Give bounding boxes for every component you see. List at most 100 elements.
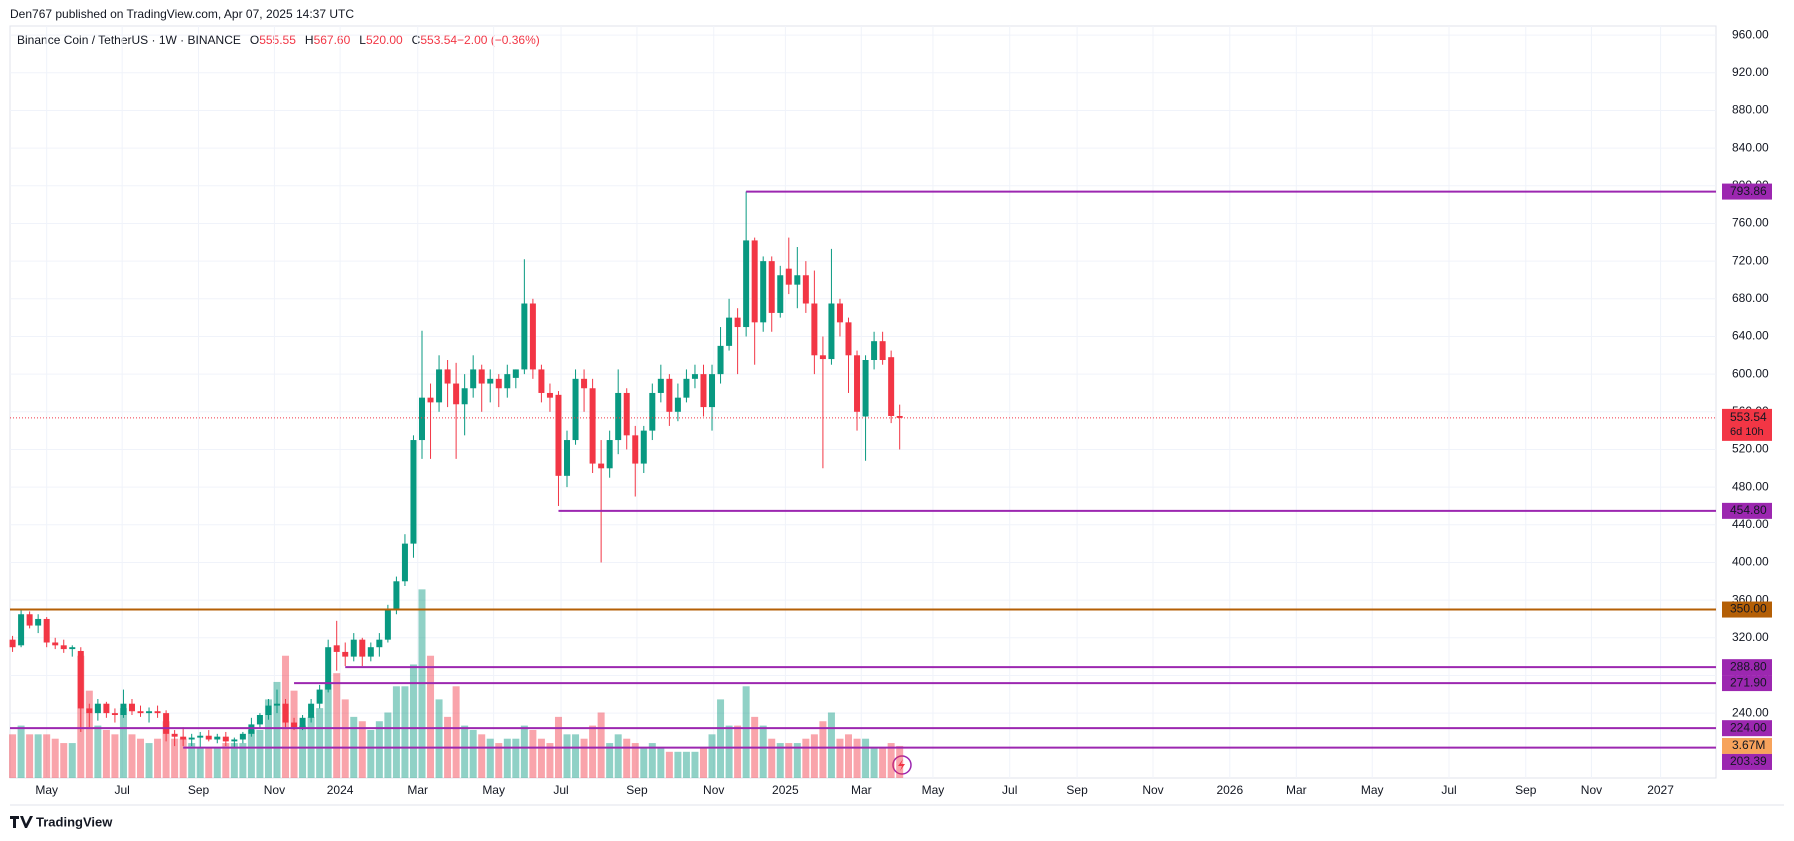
volume-bar — [384, 712, 392, 778]
legend-value: 553.54 — [420, 33, 457, 47]
candle-body — [401, 543, 408, 582]
y-tick-label: 640.00 — [1732, 329, 1769, 343]
x-tick-label: Nov — [264, 783, 285, 797]
volume-bar — [674, 751, 682, 778]
candle-body — [888, 357, 895, 416]
volume-bar — [213, 747, 221, 778]
candle-body — [521, 303, 528, 370]
candle-body — [777, 275, 784, 313]
candle-body — [299, 717, 306, 728]
candle-body — [854, 355, 861, 412]
volume-bar — [179, 738, 187, 778]
volume-bar — [94, 725, 102, 778]
candle-body — [615, 392, 622, 441]
volume-bar — [34, 734, 42, 778]
volume-bar — [648, 743, 656, 778]
volume-label: 3.67M — [1732, 738, 1765, 752]
candle-body — [265, 705, 272, 716]
volume-bar — [43, 734, 51, 778]
volume-bar — [614, 734, 622, 778]
last-price-box — [1722, 408, 1772, 441]
y-tick-label: 480.00 — [1732, 479, 1769, 493]
candle-body — [751, 240, 758, 323]
volume-bar — [563, 734, 571, 778]
legend-key: C — [412, 33, 421, 47]
candle-body — [214, 736, 221, 740]
volume-bar — [512, 738, 520, 778]
candle-body — [77, 650, 84, 709]
volume-bar — [290, 690, 298, 778]
candle-body — [436, 369, 443, 403]
x-tick-label: Jul — [1441, 783, 1456, 797]
volume-bar — [401, 686, 409, 778]
candle-body — [444, 369, 451, 384]
volume-bar — [631, 743, 639, 778]
level-label-box — [1722, 753, 1772, 770]
candle-body — [470, 369, 477, 389]
candle-body — [461, 388, 468, 405]
x-tick-label: Jul — [114, 783, 129, 797]
volume-bar — [273, 681, 281, 778]
candle-body — [333, 645, 340, 652]
volume-bar — [196, 747, 204, 778]
candle-body — [94, 703, 101, 714]
volume-bar — [768, 738, 776, 778]
volume-bar — [887, 743, 895, 778]
legend-key: H — [305, 33, 314, 47]
candle-body — [657, 378, 664, 393]
legend-value: −2.00 (−0.36%) — [457, 33, 540, 47]
alert-bolt — [898, 759, 905, 771]
volume-bar — [128, 734, 136, 778]
candle-body — [845, 322, 852, 356]
volume-bar — [853, 738, 861, 778]
volume-bar — [375, 721, 383, 778]
candle-body — [504, 374, 511, 389]
candle-body — [726, 317, 733, 346]
candle-body — [197, 735, 204, 738]
volume-bar — [879, 747, 887, 778]
legend-value: 520.00 — [366, 33, 403, 47]
candle-body — [291, 722, 298, 728]
candle-body — [581, 378, 588, 389]
volume-bar — [341, 699, 349, 778]
candle-body — [538, 369, 545, 393]
x-tick-label: May — [482, 783, 505, 797]
volume-bar — [264, 699, 272, 778]
x-tick-label: Mar — [407, 783, 428, 797]
tv-logo — [10, 816, 33, 828]
level-label: 793.86 — [1730, 184, 1767, 198]
volume-bar — [503, 738, 511, 778]
volume-bar — [546, 743, 554, 778]
candle-body — [862, 360, 869, 417]
legend-value: 567.60 — [314, 33, 351, 47]
candle-body — [598, 463, 605, 469]
volume-bar — [205, 747, 213, 778]
y-tick-label: 760.00 — [1732, 216, 1769, 230]
x-tick-label: Mar — [1286, 783, 1307, 797]
volume-bar — [102, 729, 110, 778]
level-label-box — [1722, 183, 1772, 200]
volume-bar — [734, 725, 742, 778]
volume-bar — [776, 743, 784, 778]
candle-body — [69, 647, 76, 650]
header: Den767 published on TradingView.com, Apr… — [10, 7, 354, 21]
candle-body — [589, 388, 596, 464]
candle-body — [794, 275, 801, 285]
volume-bar — [708, 734, 716, 778]
volume-bar — [640, 747, 648, 778]
candle-body — [111, 713, 118, 716]
candle-body — [785, 268, 792, 285]
candle-body — [717, 345, 724, 375]
volume-bar — [9, 734, 17, 778]
legend-symbol: Binance Coin / TetherUS · 1W · BINANCE — [17, 33, 241, 47]
level-label-box — [1722, 601, 1772, 618]
x-tick-label: Sep — [1066, 783, 1088, 797]
y-tick-label: 680.00 — [1732, 291, 1769, 305]
candle-body — [86, 708, 93, 714]
candle-body — [376, 639, 383, 648]
volume-bar — [699, 747, 707, 778]
candle-body — [137, 711, 144, 714]
volume-bar — [819, 721, 827, 778]
candle-body — [512, 369, 519, 378]
volume-bar — [427, 655, 435, 778]
